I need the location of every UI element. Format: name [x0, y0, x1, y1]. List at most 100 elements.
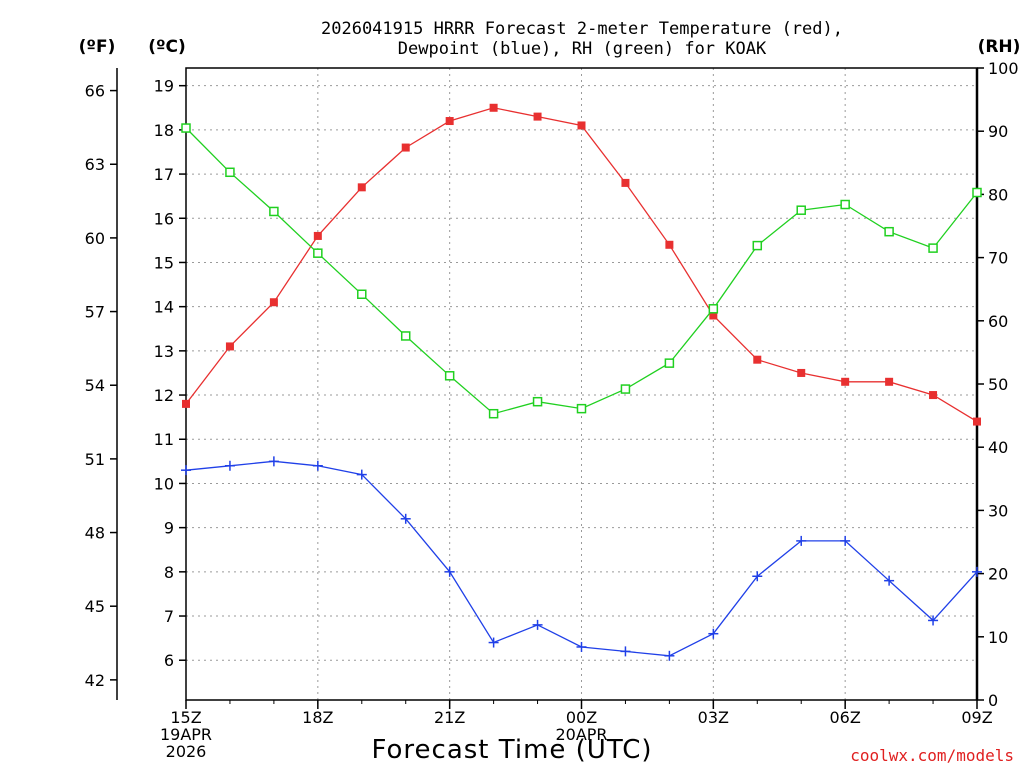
data-point-rh [708, 304, 719, 314]
celsius-tick-label: 11 [154, 430, 174, 449]
series-temperature [182, 103, 981, 426]
celsius-tick-label: 17 [154, 165, 174, 184]
data-point-temperature [225, 342, 234, 351]
fahrenheit-tick-label: 42 [85, 671, 105, 690]
x-axis-label: Forecast Time (UTC) [371, 735, 652, 765]
data-point-rh [181, 123, 191, 133]
data-point-rh [928, 243, 938, 253]
data-point-dewpoint [268, 456, 279, 467]
data-point-rh [357, 289, 367, 300]
data-point-temperature [445, 117, 454, 126]
celsius-unit-label: (ºC) [148, 37, 186, 57]
data-point-temperature [357, 183, 366, 192]
celsius-tick-label: 10 [154, 474, 174, 493]
data-point-rh [752, 240, 763, 251]
celsius-tick-label: 14 [154, 298, 174, 317]
rh-tick-label: 70 [988, 249, 1008, 268]
data-point-dewpoint [752, 571, 763, 582]
data-point-dewpoint [928, 615, 939, 626]
fahrenheit-tick-label: 51 [85, 450, 105, 469]
rh-unit-label: (RH) [978, 37, 1021, 57]
rh-tick-label: 50 [988, 375, 1008, 394]
x-tick-label: 00Z [566, 708, 597, 727]
fahrenheit-tick-label: 60 [85, 229, 105, 248]
data-point-rh [400, 331, 411, 341]
data-point-dewpoint [664, 650, 675, 661]
rh-tick-label: 60 [988, 312, 1008, 331]
data-point-dewpoint [181, 465, 191, 476]
data-point-dewpoint [576, 641, 587, 652]
data-point-rh [884, 226, 894, 237]
rh-tick-label: 10 [988, 628, 1008, 647]
x-tick-label: 15Z [170, 708, 201, 727]
data-point-temperature [489, 103, 498, 112]
data-point-temperature [885, 377, 894, 386]
data-point-temperature [182, 399, 190, 408]
data-point-dewpoint [620, 646, 631, 657]
rh-tick-label: 100 [988, 59, 1019, 78]
data-point-temperature [929, 391, 938, 400]
celsius-tick-label: 6 [164, 651, 174, 670]
x-tick-label: 21Z [434, 708, 465, 727]
chart-title: 2026041915 HRRR Forecast 2-meter Tempera… [321, 19, 843, 59]
x-tick-label: 2026 [166, 742, 207, 761]
data-point-dewpoint [884, 575, 895, 586]
grid [186, 68, 977, 700]
data-point-rh [444, 371, 455, 381]
celsius-tick-label: 13 [154, 342, 174, 361]
data-point-dewpoint [400, 513, 411, 524]
data-point-rh [620, 384, 631, 394]
data-point-rh [972, 187, 982, 198]
data-point-dewpoint [972, 566, 982, 577]
data-point-temperature [973, 417, 981, 426]
x-tick-label: 18Z [302, 708, 333, 727]
data-point-dewpoint [532, 619, 543, 630]
celsius-tick-label: 19 [154, 77, 174, 96]
data-point-temperature [577, 121, 586, 130]
celsius-tick-label: 18 [154, 121, 174, 140]
series-dewpoint [181, 456, 982, 661]
celsius-tick-label: 12 [154, 386, 174, 405]
celsius-tick-label: 16 [154, 209, 174, 228]
rh-tick-label: 20 [988, 565, 1008, 584]
fahrenheit-unit-label: (ºF) [79, 37, 116, 57]
data-point-temperature [841, 377, 850, 386]
fahrenheit-tick-label: 48 [85, 524, 105, 543]
data-point-dewpoint [708, 628, 719, 639]
fahrenheit-tick-label: 66 [85, 82, 105, 101]
data-point-rh [269, 206, 279, 217]
x-tick-label: 06Z [830, 708, 861, 727]
fahrenheit-tick-label: 57 [85, 303, 105, 322]
fahrenheit-tick-label: 45 [85, 597, 105, 616]
data-point-rh [664, 358, 675, 368]
data-point-temperature [709, 311, 718, 320]
fahrenheit-tick-label: 63 [85, 155, 105, 174]
x-tick-label: 09Z [961, 708, 992, 727]
data-point-rh [488, 408, 499, 419]
data-point-temperature [533, 112, 542, 121]
rh-tick-label: 0 [988, 691, 998, 710]
title-line-1: 2026041915 HRRR Forecast 2-meter Tempera… [321, 19, 843, 39]
celsius-tick-label: 9 [164, 519, 174, 538]
x-tick-label: 03Z [698, 708, 729, 727]
data-point-temperature [621, 178, 630, 187]
data-point-dewpoint [224, 460, 235, 471]
rh-tick-label: 90 [988, 122, 1008, 141]
data-point-dewpoint [796, 535, 807, 546]
data-point-temperature [401, 143, 410, 152]
data-point-temperature [753, 355, 762, 364]
series [181, 103, 982, 661]
rh-tick-label: 30 [988, 501, 1008, 520]
rh-tick-label: 40 [988, 438, 1008, 457]
data-point-rh [576, 403, 587, 414]
data-point-temperature [797, 368, 806, 377]
data-point-dewpoint [356, 469, 367, 480]
axes: 6 7 8 9 10 11 12 13 14 15 16 17 18 19 42 45 48 51 54 57 60 63… [85, 59, 1019, 761]
data-point-temperature [313, 231, 322, 240]
series-rh [181, 123, 982, 419]
data-point-dewpoint [488, 637, 499, 648]
celsius-tick-label: 7 [164, 607, 174, 626]
x-tick-label: 19APR [160, 725, 212, 744]
x-tick-label: 20APR [555, 725, 607, 744]
celsius-tick-label: 8 [164, 563, 174, 582]
